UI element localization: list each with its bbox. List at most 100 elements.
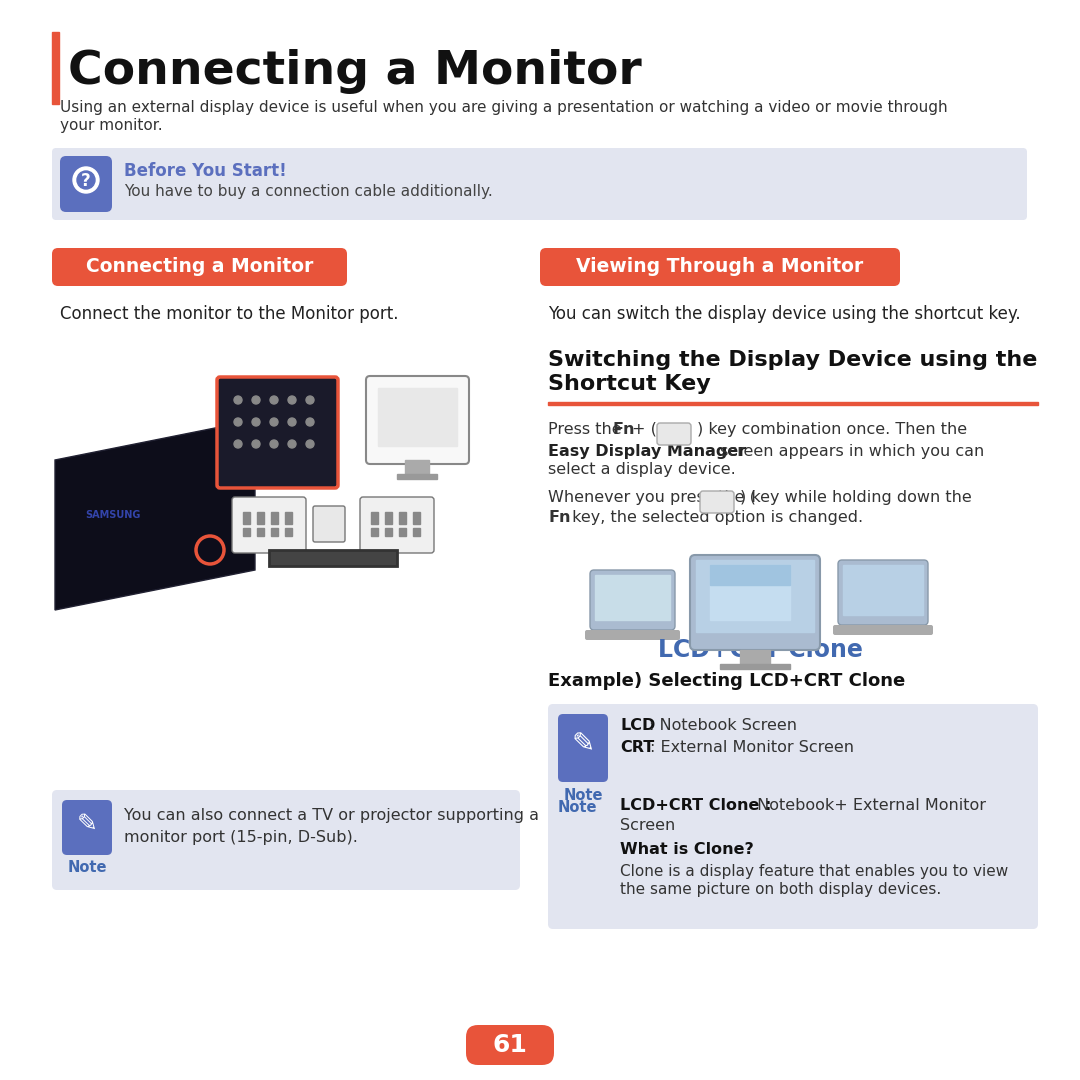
Text: Fn4: Fn4 bbox=[710, 499, 725, 508]
Text: Connecting a Monitor: Connecting a Monitor bbox=[68, 50, 642, 94]
Bar bbox=[595, 575, 670, 620]
Bar bbox=[285, 528, 292, 536]
Text: Press the: Press the bbox=[548, 422, 626, 437]
FancyBboxPatch shape bbox=[60, 156, 112, 212]
Circle shape bbox=[306, 418, 314, 426]
Bar bbox=[378, 388, 457, 446]
FancyBboxPatch shape bbox=[838, 561, 928, 625]
Circle shape bbox=[288, 440, 296, 448]
Circle shape bbox=[252, 396, 260, 404]
Bar bbox=[843, 565, 923, 615]
Circle shape bbox=[77, 171, 95, 189]
FancyBboxPatch shape bbox=[833, 625, 933, 635]
FancyBboxPatch shape bbox=[232, 497, 306, 553]
Text: Fn4: Fn4 bbox=[666, 431, 681, 440]
Text: + (: + ( bbox=[632, 422, 657, 437]
FancyBboxPatch shape bbox=[360, 497, 434, 553]
Text: Fn: Fn bbox=[548, 510, 570, 525]
Bar bbox=[413, 528, 420, 536]
Text: key, the selected option is changed.: key, the selected option is changed. bbox=[567, 510, 863, 525]
Text: the same picture on both display devices.: the same picture on both display devices… bbox=[620, 882, 942, 897]
Circle shape bbox=[252, 440, 260, 448]
Bar bbox=[243, 528, 249, 536]
Text: ?: ? bbox=[81, 172, 91, 190]
FancyBboxPatch shape bbox=[366, 376, 469, 464]
FancyBboxPatch shape bbox=[690, 555, 820, 650]
Polygon shape bbox=[55, 420, 255, 610]
FancyBboxPatch shape bbox=[269, 550, 397, 566]
Text: Fn: Fn bbox=[612, 422, 635, 437]
Bar bbox=[271, 528, 278, 536]
Text: Before You Start!: Before You Start! bbox=[124, 162, 287, 180]
FancyBboxPatch shape bbox=[52, 248, 347, 286]
Text: LCD+CRT Clone :: LCD+CRT Clone : bbox=[620, 798, 771, 813]
Bar bbox=[384, 528, 392, 536]
FancyBboxPatch shape bbox=[590, 570, 675, 630]
Bar bbox=[52, 32, 59, 104]
Circle shape bbox=[306, 440, 314, 448]
Text: Example) Selecting LCD+CRT Clone: Example) Selecting LCD+CRT Clone bbox=[548, 672, 905, 690]
Text: LCD: LCD bbox=[620, 718, 656, 733]
Circle shape bbox=[288, 396, 296, 404]
Text: You can switch the display device using the shortcut key.: You can switch the display device using … bbox=[548, 305, 1021, 323]
Bar bbox=[243, 512, 249, 524]
Text: Connecting a Monitor: Connecting a Monitor bbox=[85, 257, 313, 276]
Circle shape bbox=[288, 418, 296, 426]
Text: LCD+CRT Clone: LCD+CRT Clone bbox=[658, 638, 863, 662]
Text: : External Monitor Screen: : External Monitor Screen bbox=[650, 740, 854, 755]
Circle shape bbox=[270, 396, 278, 404]
Circle shape bbox=[73, 167, 99, 193]
Bar bbox=[710, 565, 789, 620]
FancyBboxPatch shape bbox=[548, 704, 1038, 929]
FancyBboxPatch shape bbox=[52, 789, 519, 890]
Text: ) key while holding down the: ) key while holding down the bbox=[740, 490, 972, 505]
Text: Whenever you press the (: Whenever you press the ( bbox=[548, 490, 756, 505]
Text: Note: Note bbox=[564, 788, 603, 804]
Text: select a display device.: select a display device. bbox=[548, 462, 735, 477]
Text: Switching the Display Device using the: Switching the Display Device using the bbox=[548, 350, 1038, 370]
FancyBboxPatch shape bbox=[62, 800, 112, 855]
Bar bbox=[720, 664, 789, 669]
Text: : Notebook Screen: : Notebook Screen bbox=[649, 718, 797, 733]
Circle shape bbox=[234, 440, 242, 448]
Bar bbox=[372, 512, 378, 524]
Bar bbox=[405, 460, 429, 474]
FancyBboxPatch shape bbox=[700, 491, 734, 513]
Bar bbox=[696, 561, 814, 632]
FancyBboxPatch shape bbox=[585, 630, 680, 640]
Bar bbox=[710, 565, 789, 585]
Circle shape bbox=[306, 396, 314, 404]
Circle shape bbox=[252, 418, 260, 426]
Bar bbox=[397, 474, 437, 480]
Text: You have to buy a connection cable additionally.: You have to buy a connection cable addit… bbox=[124, 184, 492, 199]
Bar bbox=[384, 512, 392, 524]
Bar bbox=[399, 528, 406, 536]
Bar bbox=[413, 512, 420, 524]
Bar bbox=[372, 528, 378, 536]
Text: Connect the monitor to the Monitor port.: Connect the monitor to the Monitor port. bbox=[60, 305, 399, 323]
Text: Shortcut Key: Shortcut Key bbox=[548, 374, 711, 394]
Text: Note: Note bbox=[67, 860, 107, 875]
Text: ) key combination once. Then the: ) key combination once. Then the bbox=[697, 422, 967, 437]
Text: screen appears in which you can: screen appears in which you can bbox=[715, 444, 984, 459]
Text: Easy Display Manager: Easy Display Manager bbox=[548, 444, 746, 459]
FancyBboxPatch shape bbox=[52, 148, 1027, 220]
Text: ✎: ✎ bbox=[77, 812, 97, 836]
Text: Notebook+ External Monitor: Notebook+ External Monitor bbox=[752, 798, 986, 813]
Circle shape bbox=[234, 396, 242, 404]
FancyBboxPatch shape bbox=[465, 1025, 554, 1065]
Circle shape bbox=[270, 418, 278, 426]
Text: Clone is a display feature that enables you to view: Clone is a display feature that enables … bbox=[620, 864, 1009, 879]
Circle shape bbox=[234, 418, 242, 426]
Text: Using an external display device is useful when you are giving a presentation or: Using an external display device is usef… bbox=[60, 100, 947, 114]
Text: ✎: ✎ bbox=[571, 730, 595, 758]
FancyBboxPatch shape bbox=[313, 507, 345, 542]
Bar bbox=[271, 512, 278, 524]
Bar bbox=[740, 650, 770, 664]
Text: Screen: Screen bbox=[620, 818, 675, 833]
Text: CRT: CRT bbox=[620, 740, 654, 755]
FancyBboxPatch shape bbox=[217, 377, 338, 488]
Bar bbox=[285, 512, 292, 524]
Bar bbox=[399, 512, 406, 524]
Text: monitor port (15-pin, D-Sub).: monitor port (15-pin, D-Sub). bbox=[124, 831, 357, 845]
